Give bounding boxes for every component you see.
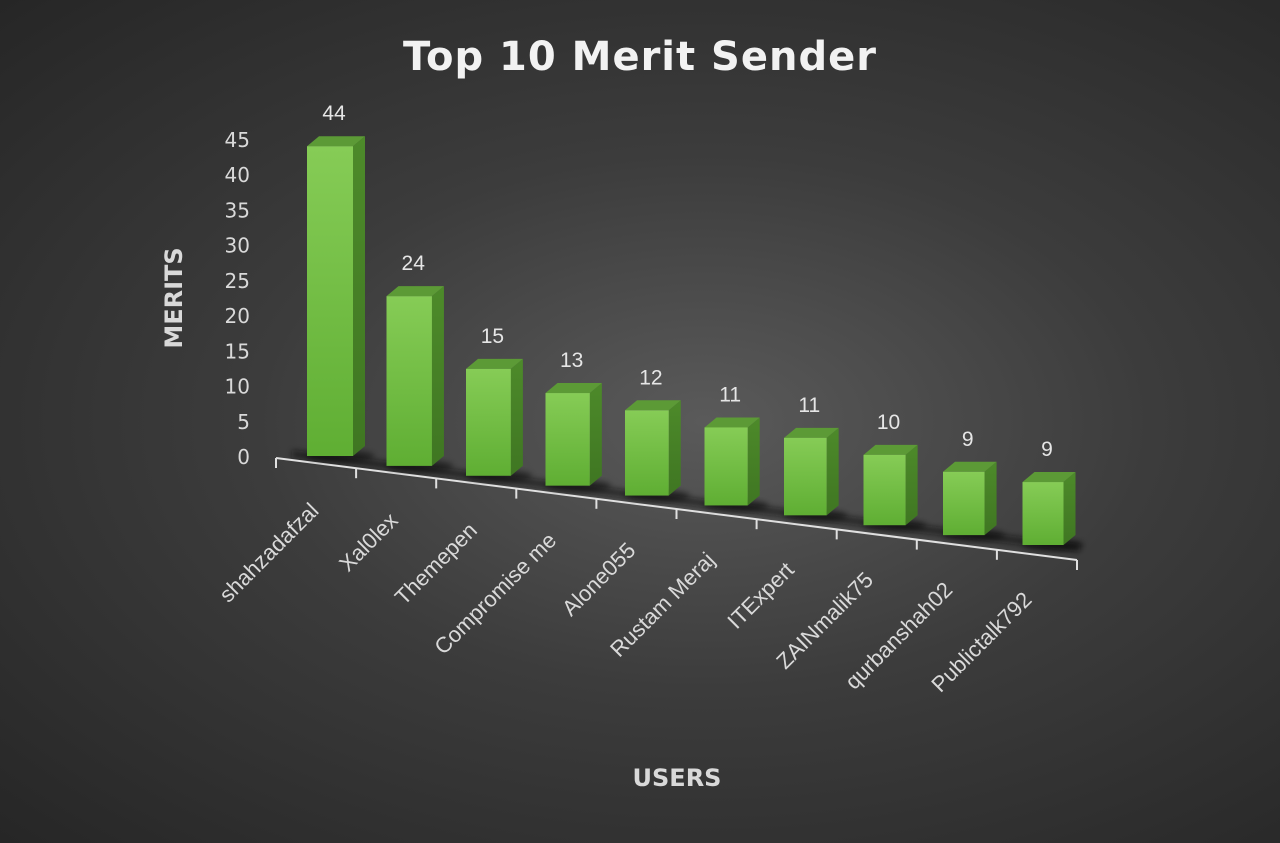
bar-side bbox=[747, 417, 760, 506]
bar-top bbox=[863, 444, 918, 455]
bar-front bbox=[625, 410, 669, 496]
y-tick-label: 20 bbox=[225, 304, 250, 328]
bar-side bbox=[984, 461, 997, 536]
bar-top bbox=[1022, 472, 1076, 483]
bar-front bbox=[863, 454, 906, 526]
bar-front bbox=[704, 427, 748, 506]
category-label: shahzadafzal bbox=[214, 498, 323, 607]
bar-side bbox=[353, 136, 365, 456]
bar-side bbox=[668, 400, 681, 496]
category-label: Xal0lex bbox=[334, 508, 403, 577]
category-label: Alone055 bbox=[557, 537, 640, 620]
chart-title: Top 10 Merit Sender bbox=[403, 34, 877, 80]
data-label: 13 bbox=[560, 349, 583, 372]
bar-top bbox=[545, 383, 602, 394]
bar bbox=[464, 358, 533, 482]
data-label: 24 bbox=[402, 252, 426, 275]
bar-top bbox=[307, 136, 365, 147]
bar-side bbox=[431, 286, 444, 466]
bar-top bbox=[625, 400, 681, 411]
y-tick-label: 40 bbox=[225, 163, 250, 187]
bar bbox=[624, 400, 690, 502]
bar-front bbox=[307, 146, 353, 456]
bar bbox=[1022, 472, 1084, 551]
data-label: 11 bbox=[719, 383, 741, 406]
data-label: 10 bbox=[877, 411, 900, 434]
bars bbox=[305, 136, 1084, 551]
data-label: 15 bbox=[481, 325, 504, 348]
category-label: Themepen bbox=[390, 518, 482, 610]
bar-top bbox=[386, 286, 444, 297]
bar-top bbox=[466, 358, 523, 369]
y-tick-label: 0 bbox=[237, 445, 250, 469]
y-tick-label: 45 bbox=[225, 128, 250, 152]
bar-side bbox=[826, 427, 839, 516]
bar-top bbox=[943, 461, 997, 472]
category-label: ITExpert bbox=[722, 557, 798, 633]
data-label: 9 bbox=[1041, 438, 1053, 461]
y-axis-ticks: 0 5 10 15 20 25 30 35 40 45 bbox=[225, 128, 250, 469]
y-tick-label: 5 bbox=[237, 410, 250, 434]
bar-top bbox=[784, 427, 839, 438]
bar-front bbox=[386, 296, 432, 466]
y-tick-label: 30 bbox=[225, 234, 250, 258]
y-axis-title: MERITS bbox=[160, 247, 188, 348]
x-axis bbox=[275, 457, 1078, 570]
data-label: 11 bbox=[798, 394, 820, 417]
bar-front bbox=[466, 368, 511, 476]
data-label: 9 bbox=[962, 428, 974, 451]
bar bbox=[305, 136, 375, 462]
y-tick-label: 25 bbox=[225, 269, 250, 293]
bar-top bbox=[704, 417, 760, 428]
bar bbox=[544, 383, 611, 492]
bar-front bbox=[784, 437, 827, 516]
bar bbox=[783, 427, 848, 522]
bar bbox=[385, 286, 454, 472]
data-label: 44 bbox=[322, 102, 346, 125]
bar bbox=[862, 444, 927, 532]
y-tick-label: 10 bbox=[225, 375, 250, 399]
x-axis-title: USERS bbox=[633, 764, 722, 792]
bar-side bbox=[589, 383, 602, 486]
bar-front bbox=[1022, 482, 1064, 545]
bar-front bbox=[943, 471, 985, 536]
bar-front bbox=[545, 393, 590, 486]
bar-side bbox=[1063, 472, 1076, 545]
y-tick-label: 15 bbox=[225, 339, 250, 363]
bar bbox=[703, 417, 769, 512]
y-tick-label: 35 bbox=[225, 198, 250, 222]
bar-side bbox=[510, 358, 523, 476]
data-label: 12 bbox=[639, 366, 662, 389]
data-labels: 44 24 15 13 12 11 11 10 9 9 bbox=[322, 102, 1053, 461]
bar bbox=[942, 461, 1005, 542]
bar-side bbox=[905, 444, 918, 526]
